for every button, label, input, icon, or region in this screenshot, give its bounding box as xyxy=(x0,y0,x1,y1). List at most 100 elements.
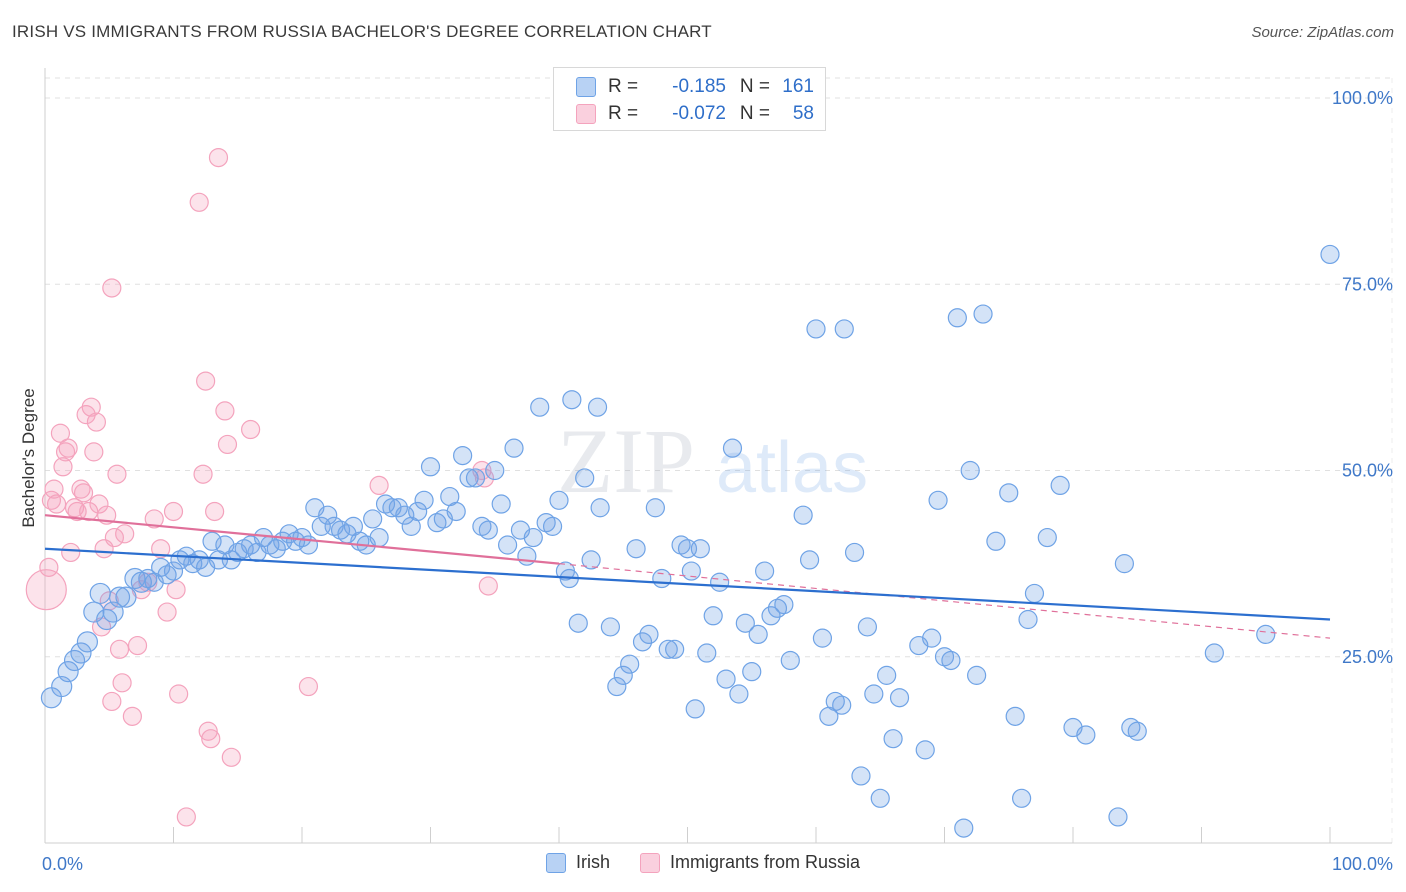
irish-point xyxy=(1108,807,1128,827)
irish-point xyxy=(658,639,678,659)
irish-point xyxy=(1037,527,1057,548)
irish-point xyxy=(857,617,878,637)
legend: R = -0.185 N = 161 R = -0.072 N = 58 xyxy=(553,67,826,131)
russia-point xyxy=(39,557,59,577)
irish-point xyxy=(748,624,768,645)
russia-point xyxy=(61,542,81,563)
irish-point xyxy=(922,628,942,648)
irish-point xyxy=(1204,643,1224,663)
irish-point xyxy=(189,550,209,570)
russia-point xyxy=(81,397,101,417)
irish-point xyxy=(967,665,987,685)
russia-point xyxy=(84,442,104,462)
russia-point xyxy=(46,494,67,514)
irish-point xyxy=(395,505,415,525)
irish-point xyxy=(581,550,601,570)
legend-row-irish: R = -0.185 N = 161 xyxy=(576,74,814,100)
gridlines xyxy=(45,77,1393,843)
irish-point xyxy=(780,650,800,671)
irish-point xyxy=(1050,475,1070,495)
x-tick-label: 0.0% xyxy=(42,854,83,874)
russia-point xyxy=(198,721,218,741)
irish-point xyxy=(722,438,743,458)
irish-point xyxy=(266,539,286,559)
irish-point xyxy=(844,542,865,563)
irish-point xyxy=(607,676,627,697)
irish-point xyxy=(973,304,993,324)
irish-point xyxy=(954,818,974,838)
irish-point xyxy=(517,546,537,566)
irish-point xyxy=(754,561,775,581)
russia-point xyxy=(151,539,171,559)
irish-point xyxy=(613,665,633,685)
irish-point xyxy=(549,490,569,510)
axes xyxy=(44,68,1392,844)
bottom-legend: Irish Immigrants from Russia xyxy=(546,852,890,873)
irish-point xyxy=(1018,609,1038,630)
irish-point xyxy=(587,397,608,417)
russia-point xyxy=(25,569,67,611)
irish-point xyxy=(1256,624,1276,645)
irish-point xyxy=(568,613,588,633)
irish-point xyxy=(491,494,511,514)
russia-points xyxy=(25,148,498,827)
russia-point xyxy=(157,602,177,622)
irish-point xyxy=(812,628,833,648)
legend-r-label: R = xyxy=(608,76,639,97)
legend-r-label: R = xyxy=(608,103,639,124)
watermark: ZIP atlas xyxy=(557,410,868,512)
irish-point xyxy=(941,650,961,671)
legend-n-label: N = xyxy=(739,76,770,97)
irish-point xyxy=(388,498,408,518)
irish-point xyxy=(523,527,543,548)
irish-point xyxy=(832,695,852,715)
russia-point xyxy=(41,490,62,510)
irish-point xyxy=(681,561,701,581)
irish-points xyxy=(40,244,1340,838)
irish-point xyxy=(645,498,665,518)
irish-point xyxy=(465,468,486,488)
irish-point xyxy=(485,460,505,481)
irish-point xyxy=(202,531,222,551)
irish-trendline xyxy=(44,547,1331,621)
russia-point xyxy=(115,524,135,544)
irish-point xyxy=(742,662,762,682)
legend-r-value: -0.072 xyxy=(672,103,726,124)
irish-point xyxy=(652,568,672,589)
irish-point xyxy=(915,740,935,760)
irish-point xyxy=(369,527,389,548)
russia-point xyxy=(89,494,109,514)
irish-point xyxy=(947,308,967,328)
russia-point xyxy=(144,509,164,529)
irish-point xyxy=(1011,788,1032,808)
irish-point xyxy=(710,572,730,592)
bottom-legend-russia: Immigrants from Russia xyxy=(640,852,860,873)
russia-point xyxy=(221,747,241,767)
irish-point xyxy=(665,639,685,659)
irish-point xyxy=(420,457,441,477)
irish-point xyxy=(851,766,871,786)
irish-point xyxy=(999,483,1019,503)
irish-point xyxy=(703,606,723,626)
irish-point xyxy=(542,516,563,536)
bottom-legend-russia-label: Immigrants from Russia xyxy=(670,852,861,872)
irish-point xyxy=(76,631,99,653)
russia-point xyxy=(241,419,261,440)
irish-point xyxy=(685,699,705,719)
irish-point xyxy=(408,501,428,522)
russia-swatch xyxy=(640,852,661,873)
irish-point xyxy=(530,397,550,417)
legend-n-label: N = xyxy=(739,103,770,124)
legend-row-russia: R = -0.072 N = 58 xyxy=(576,101,814,127)
irish-point xyxy=(453,446,473,466)
irish-point xyxy=(928,490,948,510)
irish-point xyxy=(108,586,131,608)
russia-point xyxy=(73,483,94,503)
legend-n-value: 58 xyxy=(792,103,814,124)
bottom-legend-irish-label: Irish xyxy=(576,852,611,872)
irish-point xyxy=(632,632,653,652)
russia-point xyxy=(298,676,319,697)
irish-point xyxy=(889,688,910,708)
irish-point xyxy=(626,539,646,559)
irish-point xyxy=(716,669,736,689)
